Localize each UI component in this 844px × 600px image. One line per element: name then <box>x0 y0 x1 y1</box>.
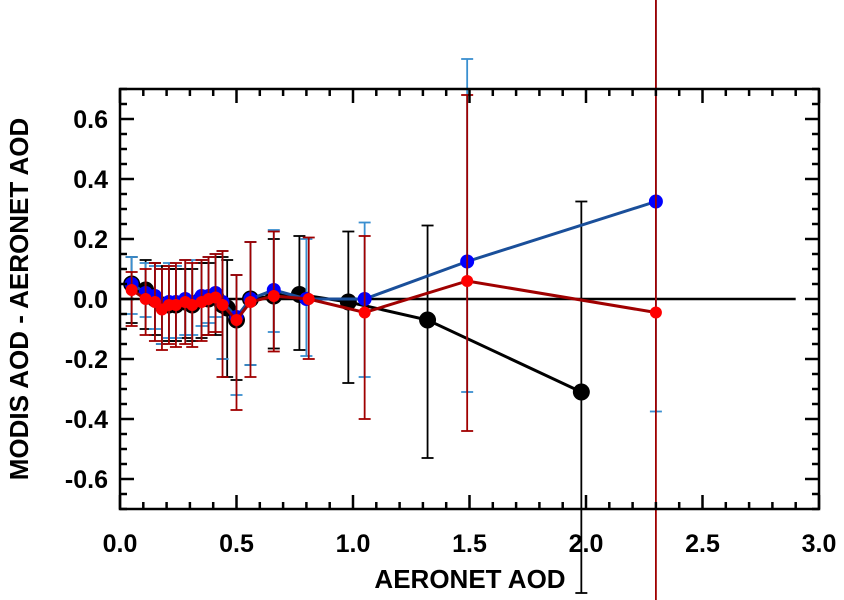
data-point <box>148 296 161 308</box>
data-point <box>358 306 371 319</box>
y-tick-label: 0.2 <box>73 226 108 254</box>
x-tick-label: 1.0 <box>336 530 371 558</box>
data-point <box>244 296 257 308</box>
x-tick-label: 2.5 <box>685 530 720 558</box>
data-point <box>139 293 152 305</box>
y-tick-label: 0.4 <box>73 166 108 194</box>
data-point <box>572 383 590 401</box>
data-point <box>209 291 222 304</box>
y-tick-label: 0.6 <box>73 106 108 134</box>
x-tick-label: 0.5 <box>219 530 254 558</box>
axes: 0.0 0.5 1.0 1.5 2.0 2.5 3.0 -0.6 -0.4 -0.2 0.0 0.2 0… <box>65 106 836 558</box>
y-tick-label: 0.0 <box>73 286 108 314</box>
data-point <box>186 299 199 311</box>
x-axis-label: AERONET AOD <box>374 564 565 594</box>
data-point <box>461 275 474 287</box>
data-point <box>267 290 280 302</box>
data-point <box>125 284 138 296</box>
data-point <box>169 299 182 311</box>
data-point <box>649 306 662 319</box>
series-layer <box>120 0 796 600</box>
y-tick-label: -0.6 <box>65 466 108 494</box>
series-2 <box>125 0 662 600</box>
x-tick-label: 0.0 <box>103 530 138 558</box>
plot-frame <box>118 87 821 511</box>
x-tick-label: 1.5 <box>452 530 487 558</box>
y-tick-label: -0.2 <box>65 346 108 374</box>
data-point <box>302 293 315 305</box>
data-point <box>419 311 437 329</box>
x-tick-label: 2.0 <box>569 530 604 558</box>
x-tick-label: 3.0 <box>802 530 837 558</box>
data-point <box>216 299 229 311</box>
data-point <box>230 314 243 326</box>
y-axis-label: MODIS AOD - AERONET AOD <box>4 118 34 481</box>
y-tick-label: -0.4 <box>65 406 108 434</box>
plot-border <box>118 87 821 511</box>
